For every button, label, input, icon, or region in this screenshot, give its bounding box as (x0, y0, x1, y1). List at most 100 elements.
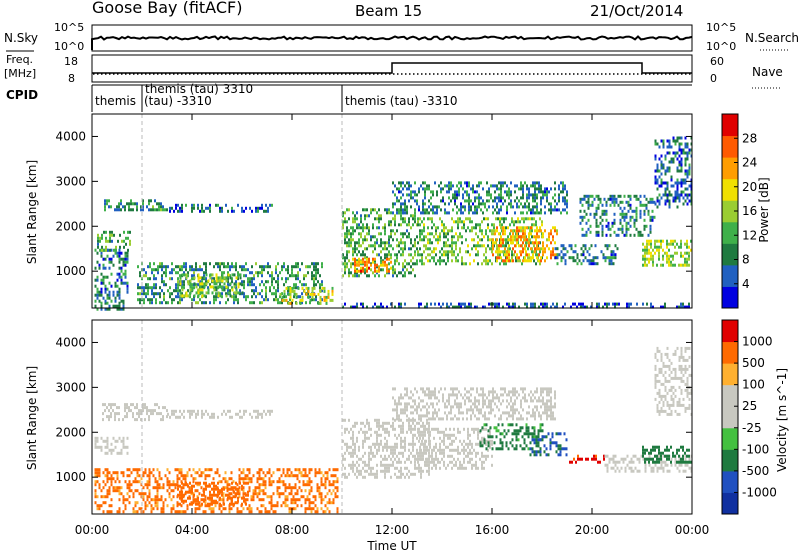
range-gate-cell (406, 393, 408, 397)
scatter-region (94, 468, 339, 514)
range-gate-cell (408, 448, 410, 452)
range-gate-cell (517, 259, 519, 263)
range-gate-cell (672, 151, 675, 155)
range-gate-cell (231, 209, 233, 213)
range-gate-cell (304, 471, 307, 475)
range-gate-cell (496, 211, 498, 215)
range-gate-cell (477, 235, 479, 239)
range-gate-cell (492, 238, 494, 242)
range-gate-cell (354, 271, 356, 275)
range-gate-cell (650, 239, 652, 243)
range-gate-cell (382, 241, 384, 245)
range-gate-cell (599, 197, 602, 201)
range-gate-cell (286, 471, 289, 475)
freq-label-2: [MHz] (4, 67, 36, 80)
range-gate-cell (215, 288, 218, 292)
range-gate-cell (412, 393, 414, 397)
range-gate-cell (372, 257, 374, 261)
range-gate-cell (588, 259, 591, 263)
range-gate-cell (256, 492, 259, 496)
range-gate-cell (172, 480, 175, 484)
range-gate-cell (257, 209, 259, 213)
range-gate-cell (348, 238, 350, 242)
range-gate-cell (384, 421, 386, 425)
range-gate-cell (229, 265, 231, 269)
range-gate-cell (510, 181, 512, 185)
range-gate-cell (179, 294, 182, 298)
range-gate-cell (642, 248, 644, 252)
range-gate-cell (331, 286, 334, 290)
range-gate-cell (247, 280, 249, 284)
range-gate-cell (255, 409, 257, 413)
range-gate-cell (180, 471, 183, 475)
range-gate-cell (410, 451, 412, 455)
range-gate-cell (456, 405, 458, 409)
range-gate-cell (118, 406, 120, 410)
range-gate-cell (284, 483, 287, 487)
range-gate-cell (595, 233, 598, 237)
range-gate-cell (114, 412, 116, 416)
range-gate-cell (386, 457, 388, 461)
range-gate-cell (478, 205, 480, 209)
range-gate-cell (428, 396, 430, 400)
range-gate-cell (427, 226, 429, 230)
range-gate-cell (140, 412, 142, 416)
range-gate-cell (182, 474, 185, 478)
range-gate-cell (324, 486, 327, 490)
range-gate-cell (161, 301, 163, 305)
range-gate-cell (228, 492, 231, 496)
range-gate-cell (331, 292, 334, 296)
range-gate-cell (406, 387, 408, 391)
range-gate-cell (215, 273, 218, 277)
range-gate-cell (352, 274, 354, 278)
range-gate-cell (374, 472, 376, 476)
range-gate-cell (356, 269, 358, 273)
range-gate-cell (198, 507, 201, 511)
range-gate-cell (566, 205, 568, 209)
range-gate-cell (432, 405, 434, 409)
range-gate-cell (398, 424, 400, 428)
range-gate-cell (204, 474, 207, 478)
range-gate-cell (126, 415, 128, 419)
range-gate-cell (388, 445, 390, 449)
range-gate-cell (550, 187, 552, 191)
range-gate-cell (244, 498, 247, 502)
range-gate-cell (602, 305, 604, 309)
range-gate-cell (485, 229, 487, 233)
range-gate-cell (590, 259, 593, 263)
range-gate-cell (178, 468, 181, 472)
colorbar-tick-label: 20 (742, 180, 757, 194)
range-gate-cell (586, 259, 589, 263)
range-gate-cell (118, 205, 120, 209)
range-gate-cell (344, 235, 346, 239)
range-gate-cell (613, 194, 616, 198)
range-gate-cell (172, 489, 175, 493)
scatter-region (492, 226, 558, 263)
range-gate-cell (595, 206, 598, 210)
range-gate-cell (510, 202, 512, 206)
range-gate-cell (364, 260, 366, 264)
range-gate-cell (460, 302, 462, 306)
range-gate-cell (235, 481, 237, 485)
range-gate-cell (249, 206, 251, 210)
range-gate-cell (227, 291, 230, 295)
range-gate-cell (181, 490, 183, 494)
range-gate-cell (230, 507, 233, 511)
range-gate-cell (366, 238, 368, 242)
range-gate-cell (376, 475, 378, 479)
range-gate-cell (251, 283, 253, 287)
range-gate-cell (428, 451, 430, 455)
range-gate-cell (398, 305, 400, 309)
range-gate-cell (264, 486, 267, 490)
range-gate-cell (108, 486, 111, 490)
range-gate-cell (205, 268, 207, 272)
range-gate-cell (294, 468, 297, 472)
colorbar-tick-label: 12 (742, 228, 757, 242)
range-gate-cell (214, 471, 217, 475)
range-gate-cell (660, 263, 662, 267)
range-gate-cell (670, 193, 673, 197)
range-gate-cell (251, 209, 253, 213)
range-gate-cell (368, 436, 370, 440)
range-gate-cell (318, 486, 321, 490)
range-gate-cell (481, 229, 483, 233)
